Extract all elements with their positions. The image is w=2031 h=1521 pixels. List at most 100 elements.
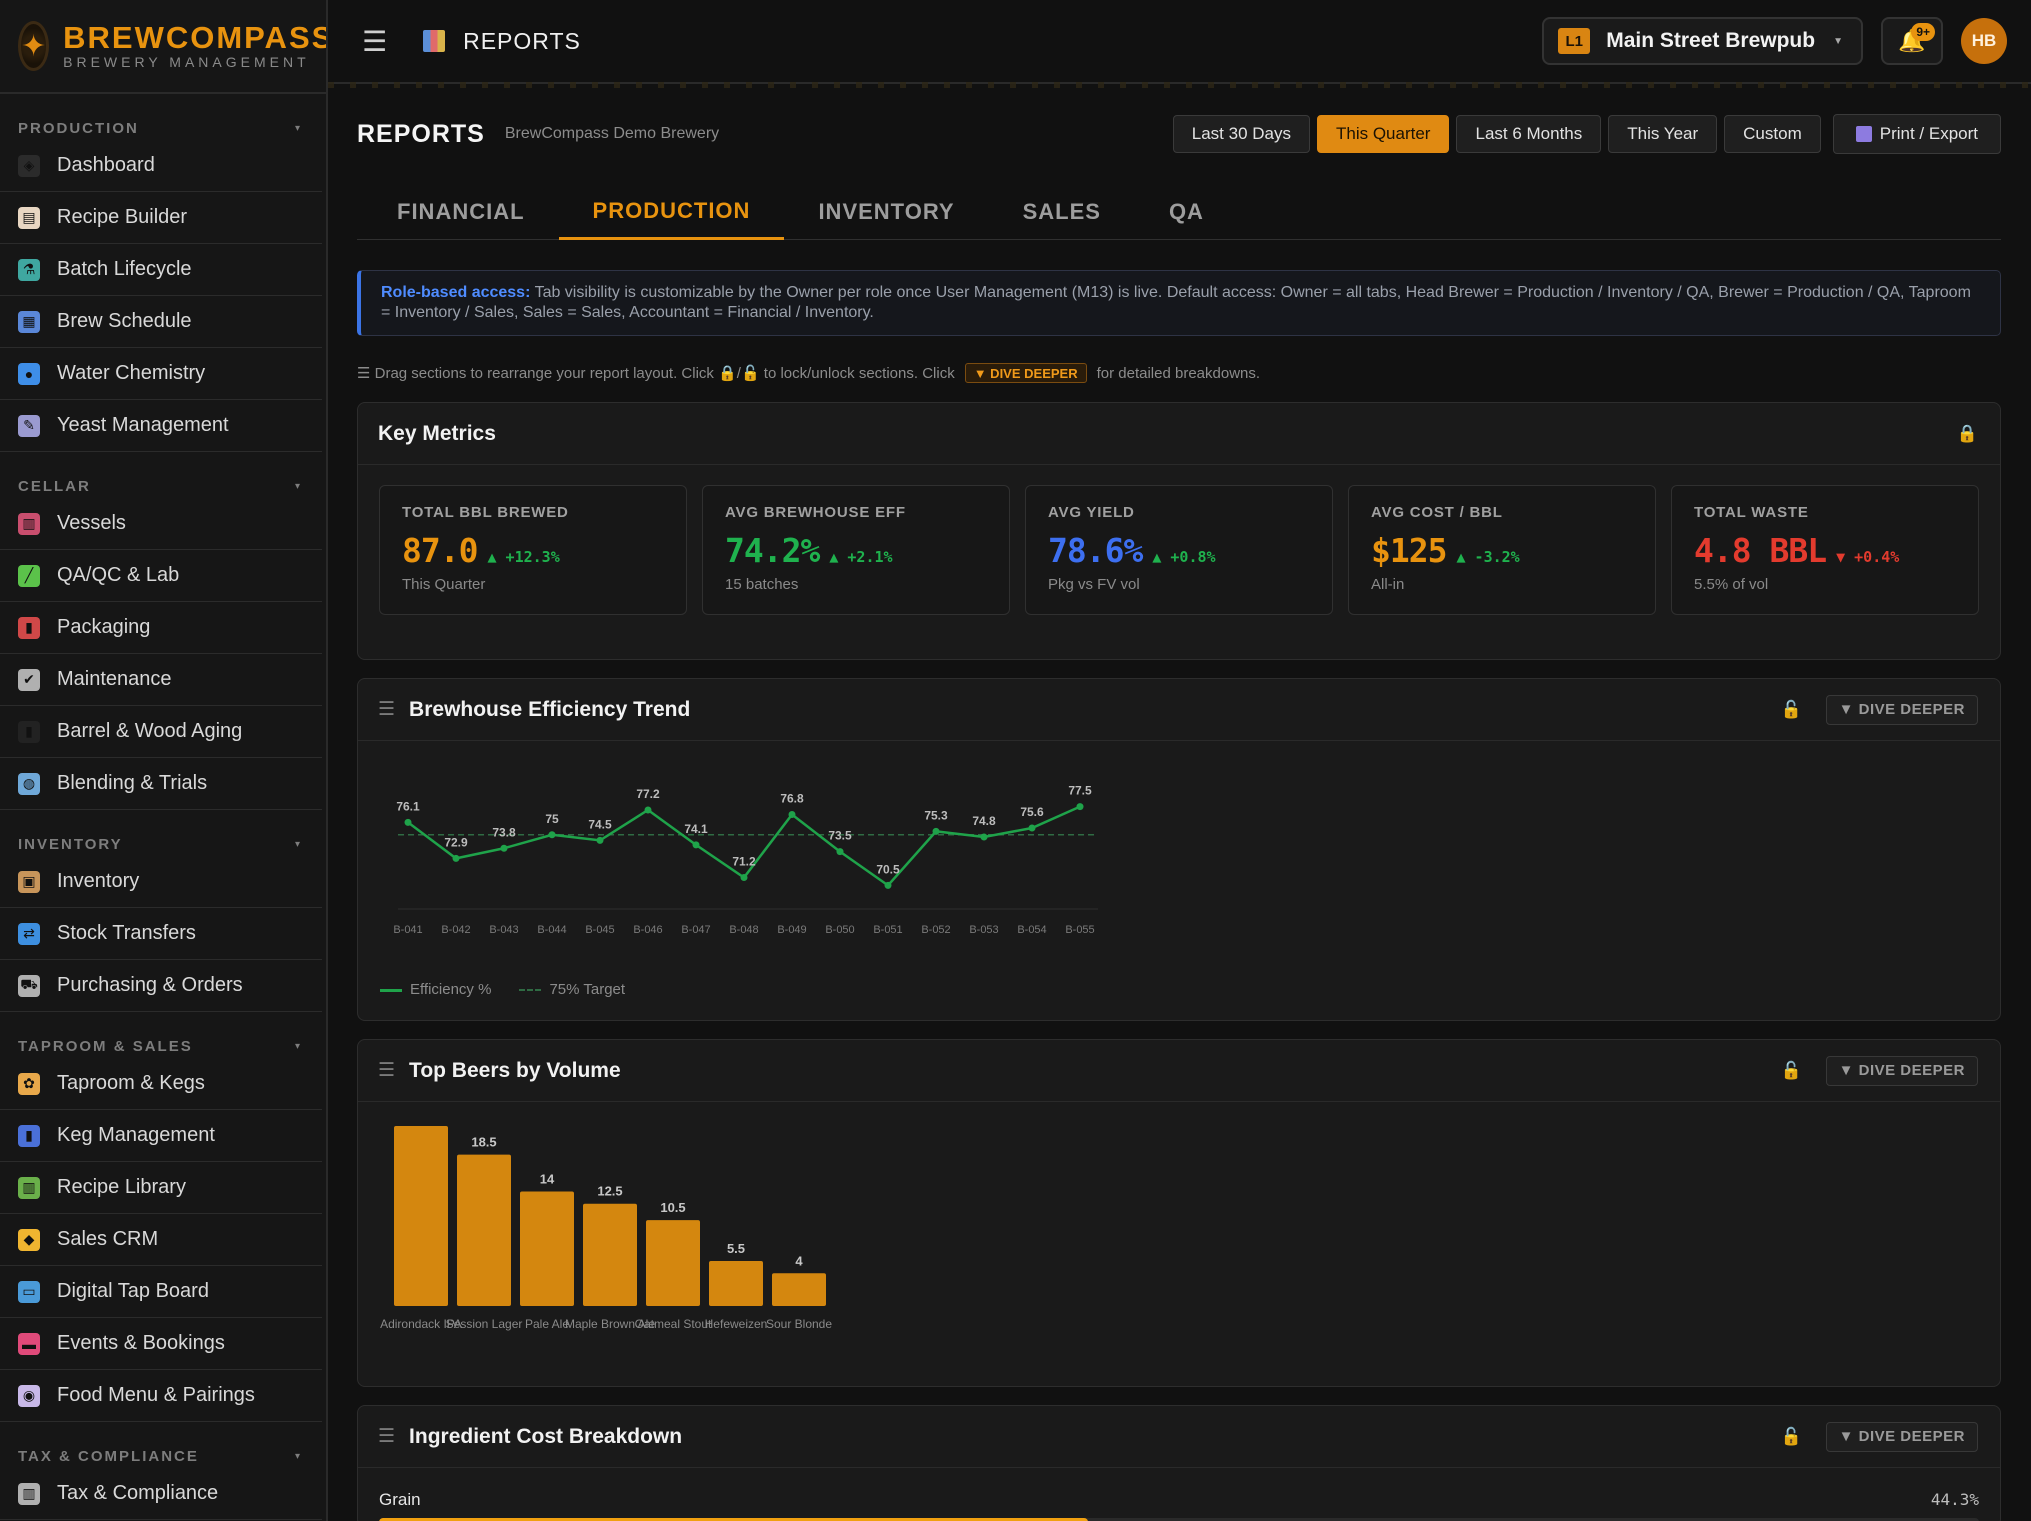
page-subtitle: BrewCompass Demo Brewery [504, 125, 720, 142]
top-beers-card: ☰ Top Beers by Volume 🔓 ▼ DIVE DEEPER Ad… [357, 1039, 2001, 1387]
sidebar-item-label: Inventory [57, 870, 140, 892]
dive-deeper-button[interactable]: ▼ DIVE DEEPER [1825, 1055, 1978, 1086]
notifications-button[interactable]: 🔔 9+ [1881, 17, 1943, 65]
sidebar-item-inventory[interactable]: ▣ Inventory [0, 856, 322, 908]
unlock-icon[interactable]: 🔓 [1780, 1426, 1802, 1446]
nav-section-header[interactable]: TAPROOM & SALES ▾ [0, 1034, 326, 1058]
bar-value-label: 12.5 [597, 1184, 622, 1199]
cost-percent: 44.3% [1930, 1490, 1979, 1509]
sidebar-item-vessels[interactable]: ▥ Vessels [0, 498, 322, 550]
dive-deeper-button[interactable]: ▼ DIVE DEEPER [1825, 694, 1978, 725]
nav-section-header[interactable]: TAX & COMPLIANCE ▾ [0, 1444, 326, 1468]
range-last-30-days-button[interactable]: Last 30 Days [1172, 115, 1310, 153]
data-point [500, 844, 508, 852]
package-icon: ▣ [18, 870, 40, 893]
data-label: 77.2 [636, 787, 660, 801]
sidebar-item-events-bookings[interactable]: ▬ Events & Bookings [0, 1318, 322, 1370]
lock-icon[interactable]: 🔒 [1956, 423, 1978, 443]
nav-section-header[interactable]: CELLAR ▾ [0, 474, 326, 498]
metric-delta: ▲ -3.2% [1456, 548, 1520, 566]
sidebar-item-dashboard[interactable]: ◈ Dashboard [0, 140, 322, 192]
sidebar-item-label: Recipe Library [57, 1176, 186, 1198]
sidebar-item-brew-schedule[interactable]: ▦ Brew Schedule [0, 296, 322, 348]
bar [583, 1203, 637, 1306]
sidebar-item-stock-transfers[interactable]: ⇄ Stock Transfers [0, 908, 322, 960]
brand-name: BREWCOMPASS [63, 20, 328, 55]
brand[interactable]: ✦ BREWCOMPASS BREWERY MANAGEMENT [0, 0, 326, 94]
data-label: 72.9 [444, 835, 468, 849]
sidebar-item-packaging[interactable]: ▮ Packaging [0, 602, 322, 654]
sidebar-item-taproom-kegs[interactable]: ✿ Taproom & Kegs [0, 1058, 322, 1110]
metric-subtitle: Pkg vs FV vol [1048, 576, 1140, 593]
sidebar-item-digital-tap-board[interactable]: ▭ Digital Tap Board [0, 1266, 322, 1318]
drag-handle-icon[interactable]: ☰ [378, 1426, 396, 1447]
range-this-quarter-button[interactable]: This Quarter [1317, 115, 1450, 153]
hint-text-end: for detailed breakdowns. [1096, 364, 1261, 382]
drag-handle-icon[interactable]: ☰ [378, 1060, 396, 1081]
sidebar-item-purchasing-orders[interactable]: ⛟ Purchasing & Orders [0, 960, 322, 1012]
tab-production[interactable]: PRODUCTION [558, 184, 785, 240]
metric-value: 78.6% [1048, 531, 1143, 570]
location-name: Main Street Brewpub [1606, 29, 1816, 52]
range-custom-button[interactable]: Custom [1724, 115, 1821, 153]
category-label: Oatmeal Stout [635, 1317, 712, 1331]
data-label: 75 [545, 812, 559, 826]
tab-qa[interactable]: QA [1168, 199, 1204, 224]
sidebar-item-water-chemistry[interactable]: ● Water Chemistry [0, 348, 322, 400]
notice-text: Tab visibility is customizable by the Ow… [381, 284, 1971, 321]
metric-subtitle: All-in [1371, 576, 1405, 593]
bar [520, 1191, 574, 1306]
x-tick-label: B-052 [921, 924, 950, 936]
nav-section-header[interactable]: PRODUCTION ▾ [0, 116, 326, 140]
keg-icon: ▮ [18, 1124, 40, 1147]
sidebar-item-recipe-library[interactable]: ▥ Recipe Library [0, 1162, 322, 1214]
sidebar-nav: PRODUCTION ▾ ◈ Dashboard ▤ Recipe Builder ⚗ Bat… [0, 94, 326, 1520]
location-selector[interactable]: L1 Main Street Brewpub ▼ [1542, 17, 1863, 65]
range-last-6-months-button[interactable]: Last 6 Months [1456, 115, 1602, 153]
sidebar-item-batch-lifecycle[interactable]: ⚗ Batch Lifecycle [0, 244, 322, 296]
data-label: 74.8 [972, 814, 996, 828]
data-point [596, 836, 604, 844]
sidebar-item-recipe-builder[interactable]: ▤ Recipe Builder [0, 192, 322, 244]
category-label: Maple Brown Ale [565, 1317, 655, 1331]
sidebar-item-barrel-wood-aging[interactable]: ▮ Barrel & Wood Aging [0, 706, 322, 758]
data-point [404, 818, 412, 826]
print-export-label: Print / Export [1879, 124, 1978, 143]
chart-legend: Efficiency % 75% Target [380, 981, 625, 998]
data-label: 76.1 [396, 799, 420, 813]
efficiency-line-chart: 76.1 B-041 72.9 B-042 73.8 B-043 75 B-044 74.5 B-… [393, 784, 1098, 936]
nav-section: TAX & COMPLIANCE ▾ ▥ Tax & Compliance [0, 1422, 326, 1520]
tab-inventory[interactable]: INVENTORY [818, 199, 955, 224]
x-tick-label: B-054 [1017, 924, 1046, 936]
tab-sales[interactable]: SALES [1022, 199, 1101, 224]
sidebar-item-label: Brew Schedule [57, 310, 192, 332]
sidebar-item-label: Recipe Builder [57, 206, 188, 228]
unlock-icon[interactable]: 🔓 [1780, 699, 1802, 719]
print-export-button[interactable]: Print / Export [1832, 114, 2001, 154]
sidebar-item-qa-qc-lab[interactable]: ╱ QA/QC & Lab [0, 550, 322, 602]
sidebar-item-blending-trials[interactable]: ◍ Blending & Trials [0, 758, 322, 810]
unlock-icon[interactable]: 🔓 [1780, 1060, 1802, 1080]
sidebar-item-maintenance[interactable]: ✔ Maintenance [0, 654, 322, 706]
metric-label: AVG COST / BBL [1371, 504, 1503, 521]
data-point [836, 848, 844, 856]
nav-section-header[interactable]: INVENTORY ▾ [0, 832, 326, 856]
metric-label: TOTAL WASTE [1694, 504, 1809, 521]
sidebar-item-tax-compliance[interactable]: ▥ Tax & Compliance [0, 1468, 322, 1520]
avatar[interactable]: HB [1961, 18, 2007, 64]
tab-financial[interactable]: FINANCIAL [397, 199, 525, 224]
page-title: REPORTS [357, 119, 485, 148]
metric-card: TOTAL BBL BREWED 87.0 ▲ +12.3% This Quarter [379, 485, 687, 615]
top-beers-bar-chart: Adirondack IPA 18.5 Session Lager 14 Pale Al… [380, 1126, 832, 1331]
sidebar-item-sales-crm[interactable]: ◆ Sales CRM [0, 1214, 322, 1266]
sidebar-item-food-menu-pairings[interactable]: ◉ Food Menu & Pairings [0, 1370, 322, 1422]
menu-icon[interactable]: ☰ [362, 25, 388, 57]
drag-handle-icon[interactable]: ☰ [378, 699, 396, 720]
ticket-icon: ▬ [18, 1332, 40, 1355]
x-tick-label: B-042 [441, 924, 470, 936]
sidebar-item-keg-management[interactable]: ▮ Keg Management [0, 1110, 322, 1162]
sidebar-item-yeast-management[interactable]: ✎ Yeast Management [0, 400, 322, 452]
globe-icon: ◍ [18, 772, 40, 795]
dive-deeper-button[interactable]: ▼ DIVE DEEPER [1825, 1421, 1978, 1452]
range-this-year-button[interactable]: This Year [1608, 115, 1718, 153]
